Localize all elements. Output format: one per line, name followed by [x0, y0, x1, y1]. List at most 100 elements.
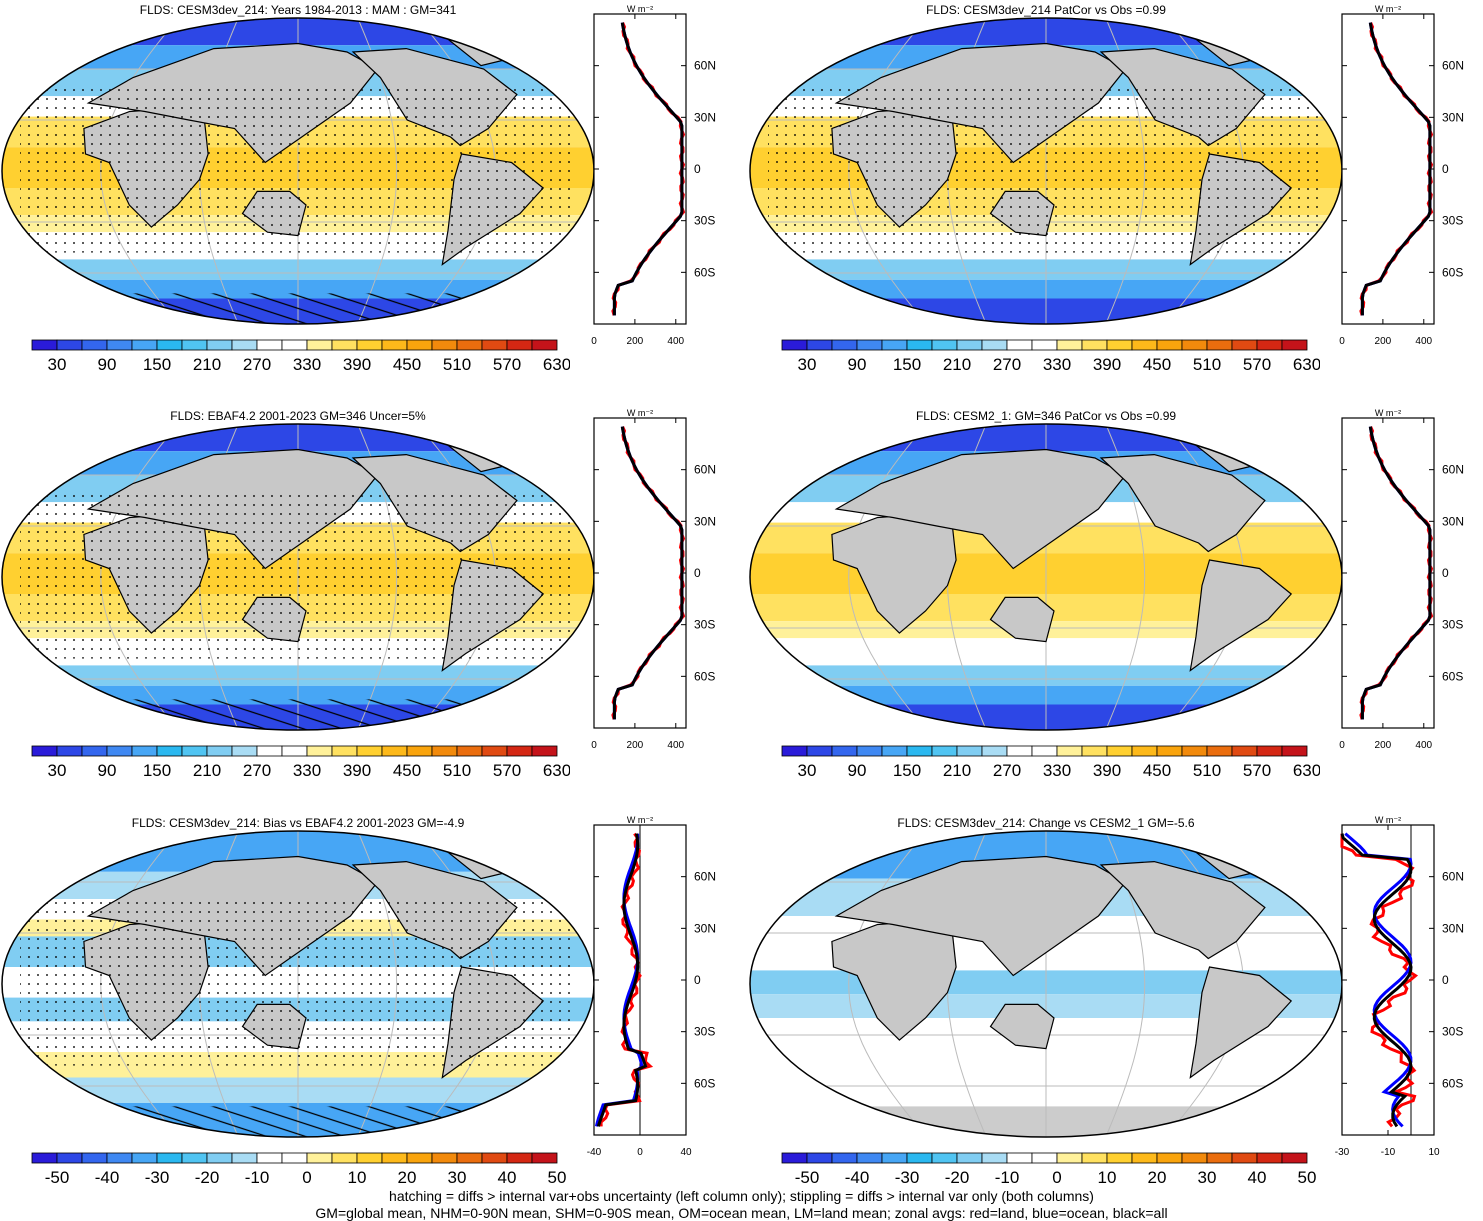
profile-lat-label: 30N — [1442, 110, 1464, 124]
colorbar-label: 630 — [1293, 355, 1320, 374]
colorbar-swatch — [781, 1152, 808, 1164]
colorbar-label: 0 — [1052, 1168, 1061, 1187]
profile-x-tick-label: 400 — [1415, 740, 1432, 751]
zonal-profile-1: W m⁻² 60N 30N 0 30S 60S 0 200 400 — [591, 4, 716, 347]
colorbar-swatch — [506, 745, 533, 757]
colorbar-swatch — [856, 745, 883, 757]
zonal-profile-2: W m⁻² 60N 30N 0 30S 60S 0 200 400 — [1339, 4, 1464, 347]
colorbar-3: 30 90 150 210 270 330 390 450 510 570 630 — [31, 745, 570, 780]
all-zonal-line — [1360, 426, 1432, 720]
profile-lat-label: 30N — [1442, 921, 1464, 935]
colorbar-swatch — [131, 1152, 158, 1164]
colorbar-swatch — [1281, 745, 1308, 757]
colorbar-swatch — [381, 339, 408, 351]
profile-lat-label: 60N — [694, 463, 716, 477]
colorbar-label: 450 — [393, 355, 421, 374]
land-n-america — [1099, 860, 1266, 960]
colorbar-swatch — [1056, 745, 1083, 757]
colorbar-swatch — [281, 1152, 308, 1164]
colorbar-swatch — [281, 339, 308, 351]
profile-x-tick-label: 200 — [1375, 740, 1392, 751]
colorbar-label: 630 — [1293, 761, 1320, 780]
colorbar-swatch — [306, 1152, 333, 1164]
colorbar-label: 40 — [1248, 1168, 1267, 1187]
map-panel-3 — [1, 423, 595, 731]
colorbar-swatch — [881, 1152, 908, 1164]
colorbar-swatch — [331, 339, 358, 351]
profile-lat-label: 0 — [1442, 973, 1449, 987]
colorbar-swatch — [981, 745, 1008, 757]
colorbar-label: 390 — [343, 355, 371, 374]
colorbar-swatch — [856, 1152, 883, 1164]
profile-lat-label: 60S — [1442, 1076, 1463, 1090]
colorbar-swatch — [106, 339, 133, 351]
colorbar-swatch — [1206, 1152, 1233, 1164]
colorbar-label: -30 — [895, 1168, 920, 1187]
colorbar-swatch — [56, 1152, 83, 1164]
colorbar-swatch — [531, 339, 558, 351]
colorbar-label: 30 — [48, 761, 67, 780]
colorbar-label: 510 — [1193, 761, 1221, 780]
colorbar-swatch — [256, 1152, 283, 1164]
profile-units-label: W m⁻² — [1375, 4, 1401, 14]
colorbar-swatch — [831, 745, 858, 757]
profile-x-tick-label: 0 — [1339, 740, 1345, 751]
colorbar-label: 390 — [1093, 761, 1121, 780]
colorbar-swatch — [381, 1152, 408, 1164]
colorbar-6: -50 -40 -30 -20 -10 0 10 20 30 40 50 — [781, 1152, 1316, 1187]
colorbar-swatch — [1281, 1152, 1308, 1164]
colorbar-label: 330 — [293, 761, 321, 780]
colorbar-swatch — [1231, 339, 1258, 351]
colorbar-swatch — [456, 1152, 483, 1164]
colorbar-swatch — [956, 1152, 983, 1164]
colorbar-swatch — [1231, 745, 1258, 757]
land-eurasia — [834, 448, 1127, 570]
colorbar-label: 30 — [448, 1168, 467, 1187]
profile-frame — [593, 417, 687, 729]
colorbar-label: 330 — [1043, 761, 1071, 780]
colorbar-swatch — [1006, 745, 1033, 757]
footer-line-1: hatching = diffs > internal var+obs unce… — [389, 1188, 1094, 1204]
colorbar-swatch — [81, 745, 108, 757]
map-panel-5 — [1, 830, 595, 1138]
colorbar-swatch — [406, 745, 433, 757]
colorbar-swatch — [481, 745, 508, 757]
colorbar-swatch — [356, 745, 383, 757]
colorbar-swatch — [81, 339, 108, 351]
all-zonal-line — [612, 22, 684, 316]
profile-lat-label: 0 — [694, 566, 701, 580]
land-australia — [989, 596, 1055, 643]
profile-x-tick-label: 0 — [1339, 336, 1345, 347]
colorbar-swatch — [1106, 745, 1133, 757]
profile-lat-label: 0 — [694, 162, 701, 176]
colorbar-swatch — [1156, 1152, 1183, 1164]
colorbar-swatch — [1031, 339, 1058, 351]
colorbar-swatch — [131, 339, 158, 351]
colorbar-swatch — [1256, 745, 1283, 757]
map-panel-2 — [749, 17, 1343, 325]
colorbar-swatch — [931, 339, 958, 351]
colorbar-swatch — [31, 745, 58, 757]
colorbar-label: 450 — [1143, 355, 1171, 374]
colorbar-swatch — [781, 339, 808, 351]
colorbar-swatch — [206, 1152, 233, 1164]
profile-units-label: W m⁻² — [627, 408, 653, 418]
colorbar-label: 630 — [543, 355, 570, 374]
colorbar-swatch — [231, 1152, 258, 1164]
colorbar-swatch — [1131, 745, 1158, 757]
profile-lat-label: 30S — [1442, 618, 1463, 632]
colorbar-label: 330 — [1043, 355, 1071, 374]
colorbar-label: 40 — [498, 1168, 517, 1187]
profile-x-tick-label: -30 — [1335, 1147, 1350, 1158]
map-panel-4 — [749, 423, 1343, 731]
profile-lat-label: 60S — [1442, 669, 1463, 683]
colorbar-label: 90 — [98, 761, 117, 780]
colorbar-swatch — [1181, 745, 1208, 757]
colorbar-label: 570 — [493, 355, 521, 374]
colorbar-swatch — [431, 339, 458, 351]
colorbar-swatch — [156, 745, 183, 757]
hatching-region — [2, 699, 594, 730]
stippling-region — [20, 492, 576, 659]
colorbar-label: 330 — [293, 355, 321, 374]
colorbar-swatch — [831, 1152, 858, 1164]
